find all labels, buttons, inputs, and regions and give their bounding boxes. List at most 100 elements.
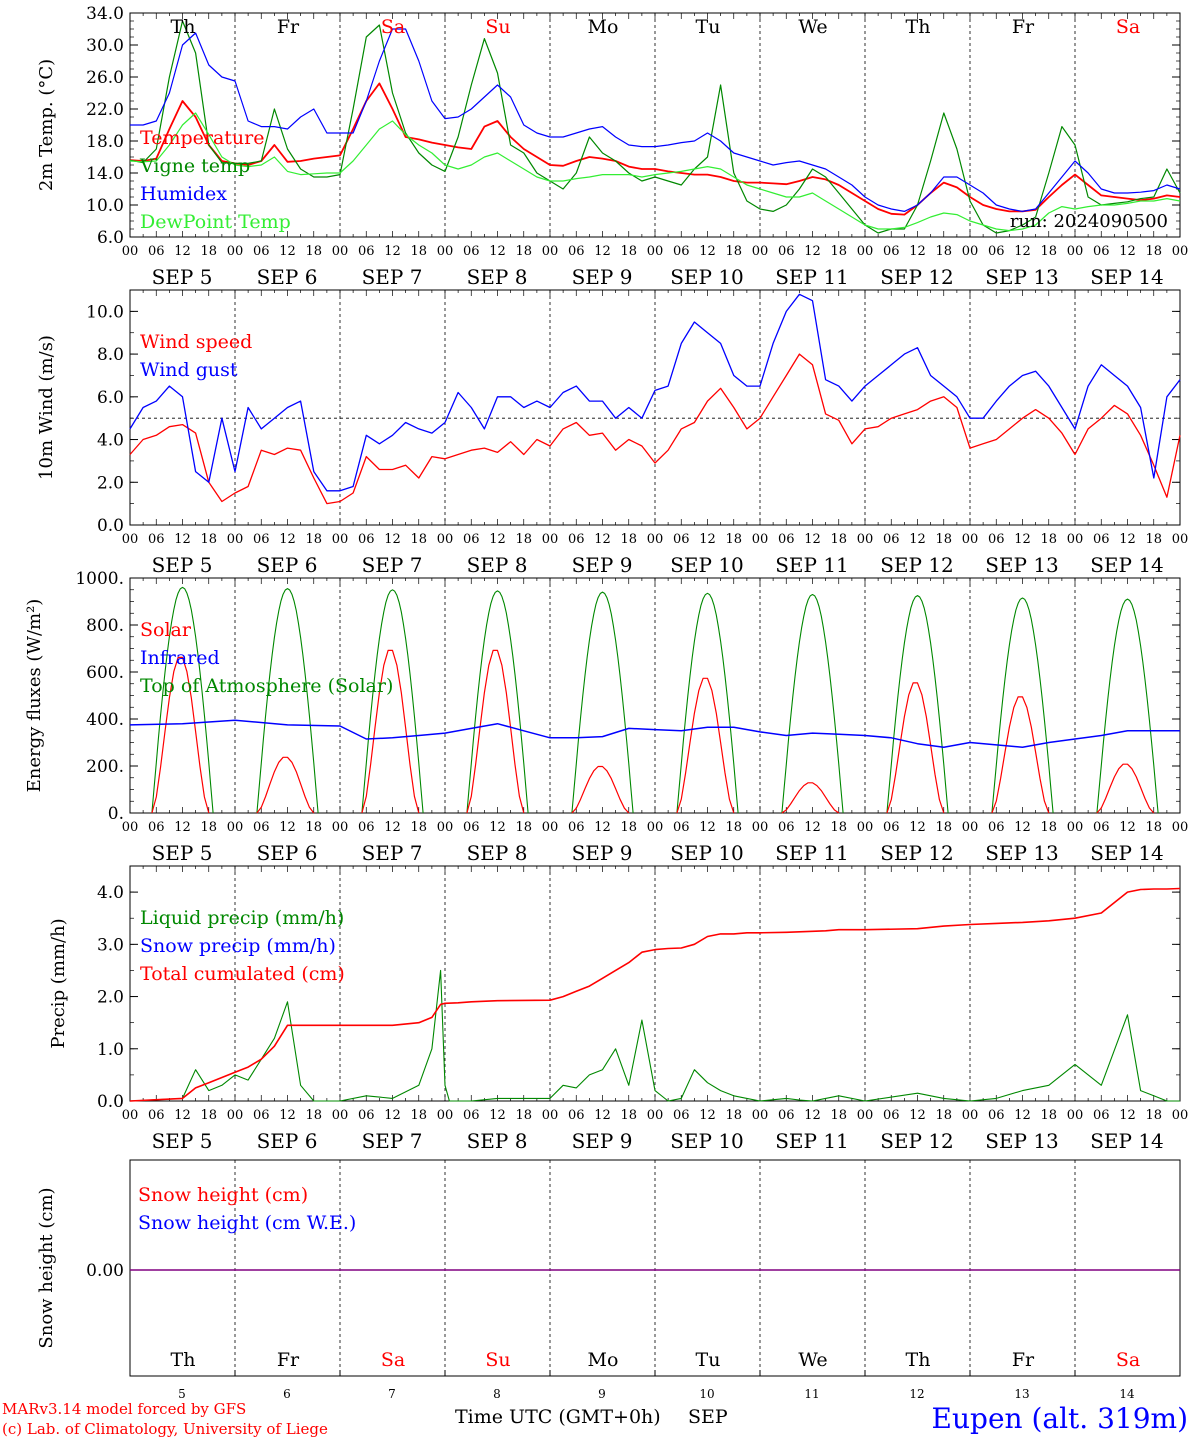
legend-entry: Solar <box>140 619 192 641</box>
legend-entry: Snow height (cm W.E.) <box>138 1212 356 1234</box>
hour-tick-label: 00 <box>857 532 874 547</box>
y-tick-label: 10.0 <box>86 196 124 216</box>
date-label: SEP 11 <box>775 553 849 577</box>
hour-tick-label: 18 <box>1145 1108 1162 1123</box>
date-label: SEP 6 <box>257 265 318 289</box>
y-tick-label: 34.0 <box>86 4 124 24</box>
hour-tick-label: 00 <box>647 1108 664 1123</box>
hour-tick-label: 06 <box>988 532 1005 547</box>
hour-tick-label: 18 <box>620 820 637 835</box>
series-line-dewpoint-temp <box>129 112 1181 232</box>
hour-tick-label: 18 <box>515 532 532 547</box>
hour-tick-label: 00 <box>1172 1108 1189 1123</box>
series-line-solar <box>361 649 420 814</box>
y-tick-label: 6.0 <box>97 388 124 408</box>
hour-tick-label: 06 <box>568 532 585 547</box>
hour-tick-label: 00 <box>122 532 139 547</box>
series-line-solar <box>676 677 735 814</box>
hour-tick-label: 12 <box>699 532 716 547</box>
legend-entry: Snow height (cm) <box>138 1184 308 1206</box>
day-number-label: 9 <box>598 1387 606 1401</box>
hour-tick-label: 12 <box>174 1108 191 1123</box>
series-line-temperature <box>129 82 1181 216</box>
y-tick-label: 200. <box>86 757 124 777</box>
day-name-label: Th <box>171 16 196 38</box>
legend-entry: Infrared <box>140 647 220 669</box>
date-label: SEP 13 <box>985 553 1059 577</box>
y-tick-label: 2.0 <box>97 473 124 493</box>
hour-tick-label: 12 <box>1119 532 1136 547</box>
hour-tick-label: 06 <box>1093 820 1110 835</box>
hour-tick-label: 12 <box>594 244 611 259</box>
panel-2: 0.0 2.0 4.0 6.0 8.0 10.0 10m Wind (m/s) Wind sp… <box>36 289 1188 577</box>
series-line-total-cumulated <box>129 887 1181 1102</box>
series-line-solar <box>466 649 525 814</box>
hour-tick-label: 18 <box>1145 820 1162 835</box>
hour-tick-label: 00 <box>1067 244 1084 259</box>
date-label: SEP 5 <box>152 265 213 289</box>
date-label: SEP 11 <box>775 1129 849 1153</box>
hour-tick-label: 00 <box>1172 244 1189 259</box>
y-tick-label: 6.0 <box>97 228 124 248</box>
hour-tick-label: 00 <box>437 244 454 259</box>
hour-tick-label: 18 <box>410 1108 427 1123</box>
date-label: SEP 10 <box>670 265 744 289</box>
hour-tick-label: 18 <box>305 244 322 259</box>
y-tick-label: 0.0 <box>97 516 124 536</box>
legend-entry: Temperature <box>140 127 264 149</box>
y-tick-label: 26.0 <box>86 68 124 88</box>
hour-tick-label: 12 <box>804 820 821 835</box>
date-label: SEP 9 <box>572 1129 633 1153</box>
hour-tick-label: 18 <box>935 532 952 547</box>
date-label: SEP 12 <box>880 841 954 865</box>
station-label: Eupen (alt. 319m) <box>932 1402 1188 1435</box>
date-label: SEP 8 <box>467 265 528 289</box>
hour-tick-label: 00 <box>542 532 559 547</box>
hour-tick-label: 00 <box>1067 1108 1084 1123</box>
day-name-label: Su <box>485 1349 510 1371</box>
hour-tick-label: 18 <box>1040 820 1057 835</box>
y-axis-label: Precip (mm/h) <box>48 918 69 1048</box>
day-name-label: Mo <box>588 1349 619 1371</box>
series-line-solar <box>886 682 945 814</box>
hour-tick-label: 12 <box>1014 244 1031 259</box>
hour-tick-label: 00 <box>332 244 349 259</box>
plot-frame <box>129 12 1181 238</box>
hour-tick-label: 18 <box>830 820 847 835</box>
date-label: SEP 13 <box>985 1129 1059 1153</box>
hour-tick-label: 06 <box>358 244 375 259</box>
hour-tick-label: 06 <box>673 820 690 835</box>
hour-tick-label: 18 <box>1145 244 1162 259</box>
day-number-label: 5 <box>178 1387 186 1401</box>
hour-tick-label: 06 <box>568 820 585 835</box>
hour-tick-label: 18 <box>620 532 637 547</box>
series-line-top-of-atmosphere <box>1096 598 1159 814</box>
legend-entry: Wind speed <box>140 331 252 353</box>
date-label: SEP 8 <box>467 1129 528 1153</box>
hour-tick-label: 18 <box>830 532 847 547</box>
hour-tick-label: 18 <box>830 1108 847 1123</box>
day-number-label: 13 <box>1014 1387 1029 1401</box>
hour-tick-label: 18 <box>725 1108 742 1123</box>
date-label: SEP 7 <box>362 841 423 865</box>
legend-entry: Liquid precip (mm/h) <box>140 907 344 929</box>
hour-tick-label: 18 <box>725 820 742 835</box>
series-line-solar <box>991 696 1050 814</box>
date-label: SEP 8 <box>467 841 528 865</box>
hour-tick-label: 06 <box>883 244 900 259</box>
date-label: SEP 11 <box>775 265 849 289</box>
hour-tick-label: 06 <box>148 1108 165 1123</box>
y-axis-label: 2m Temp. (°C) <box>36 59 57 191</box>
day-number-label: 12 <box>909 1387 924 1401</box>
y-tick-label: 30.0 <box>86 36 124 56</box>
series-line-top-of-atmosphere <box>256 588 319 814</box>
hour-tick-label: 06 <box>253 532 270 547</box>
hour-tick-label: 00 <box>437 532 454 547</box>
series-line-wind-gust <box>129 293 1181 492</box>
hour-tick-label: 06 <box>568 244 585 259</box>
hour-tick-label: 00 <box>227 1108 244 1123</box>
hour-tick-label: 18 <box>515 820 532 835</box>
hour-tick-label: 00 <box>752 244 769 259</box>
day-number-label: 14 <box>1119 1387 1135 1401</box>
hour-tick-label: 12 <box>174 244 191 259</box>
